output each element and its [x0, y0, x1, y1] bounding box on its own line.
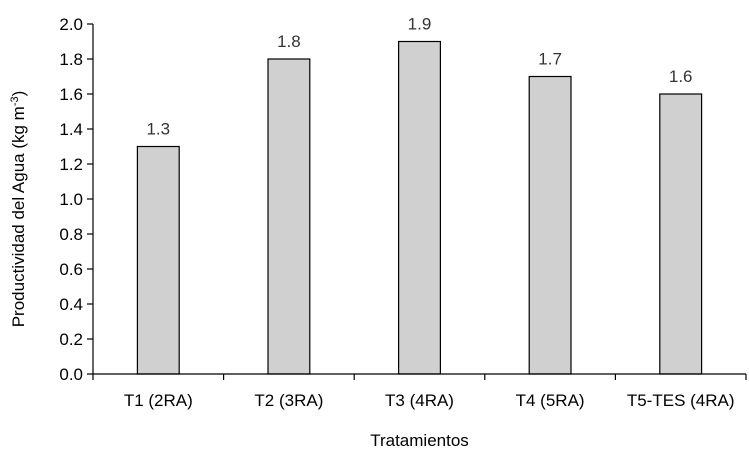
- y-tick-label: 1.4: [59, 120, 83, 139]
- category-label: T5-TES (4RA): [627, 391, 735, 410]
- category-labels: T1 (2RA) T2 (3RA) T3 (4RA) T4 (5RA) T5-TES (…: [124, 391, 735, 410]
- bar: [398, 40, 441, 375]
- y-tick-label: 0.2: [59, 330, 83, 349]
- y-tick-label: 1.8: [59, 50, 83, 69]
- y-tick-label: 2.0: [59, 15, 83, 34]
- x-axis-title: Tratamientos: [370, 431, 469, 450]
- y-tick-label: 1.0: [59, 190, 83, 209]
- y-axis-title-close: ): [9, 91, 28, 97]
- data-label: 1.9: [408, 15, 432, 34]
- y-tick-label: 1.6: [59, 85, 83, 104]
- x-axis-ticks: [92, 374, 747, 380]
- bar: [136, 145, 180, 375]
- y-axis-ticks: 0.0 0.2 0.4 0.6 0.8 1.0 1.2 1.4 1.6 1.8 2.0: [59, 15, 93, 384]
- bars: [136, 40, 703, 375]
- data-labels: 1.3 1.8 1.9 1.7 1.6: [146, 15, 692, 139]
- bar: [659, 93, 703, 375]
- y-tick-label: 0.0: [59, 365, 83, 384]
- y-tick-label: 0.4: [59, 295, 83, 314]
- bar: [528, 75, 572, 375]
- y-tick-label: 1.2: [59, 155, 83, 174]
- category-label: T3 (4RA): [385, 391, 454, 410]
- data-label: 1.3: [146, 120, 170, 139]
- category-label: T2 (3RA): [254, 391, 323, 410]
- data-label: 1.6: [669, 67, 693, 86]
- y-axis-title: Productividad del Agua (kg m-3): [9, 91, 28, 328]
- y-tick-label: 0.8: [59, 225, 83, 244]
- y-axis-title-superscript: -3: [9, 96, 21, 106]
- category-label: T4 (5RA): [516, 391, 585, 410]
- y-tick-label: 0.6: [59, 260, 83, 279]
- y-axis-title-main: Productividad del Agua (kg m: [9, 106, 28, 327]
- bar: [267, 58, 311, 375]
- data-label: 1.8: [277, 32, 301, 51]
- category-label: T1 (2RA): [124, 391, 193, 410]
- data-label: 1.7: [538, 50, 562, 69]
